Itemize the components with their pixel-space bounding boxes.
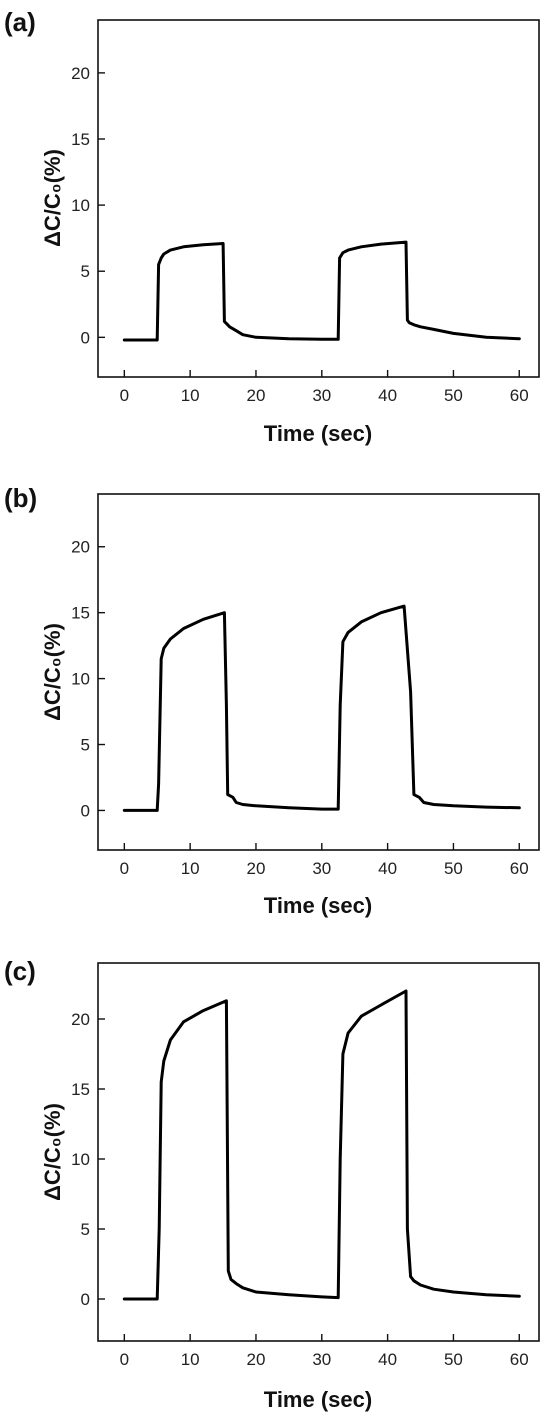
x-tick-label: 60 (510, 859, 529, 878)
x-tick-label: 20 (247, 386, 266, 405)
x-axis-title: Time (sec) (264, 893, 372, 918)
y-tick-label: 5 (81, 262, 90, 281)
y-tick-label: 10 (71, 1150, 90, 1169)
panel-label: (c) (4, 956, 36, 986)
y-tick-label: 15 (71, 130, 90, 149)
x-tick-label: 40 (378, 1350, 397, 1369)
y-tick-label: 5 (81, 736, 90, 755)
y-tick-label: 0 (81, 801, 90, 820)
series-line (122, 604, 521, 812)
x-axis-ticks: 0 10 20 30 40 50 60 (120, 1334, 529, 1369)
x-tick-label: 50 (444, 386, 463, 405)
x-tick-label: 30 (312, 859, 331, 878)
y-tick-label: 0 (81, 328, 90, 347)
x-tick-label: 0 (120, 386, 129, 405)
y-tick-label: 5 (81, 1220, 90, 1239)
y-axis-ticks: 0 5 10 15 20 (71, 64, 105, 347)
y-tick-label: 10 (71, 670, 90, 689)
x-tick-label: 0 (120, 859, 129, 878)
panel-label: (b) (4, 483, 37, 513)
y-axis-ticks: 0 5 10 15 20 (71, 1010, 105, 1309)
panel-label: (a) (4, 7, 36, 37)
x-axis-ticks: 0 10 20 30 40 50 60 (120, 370, 529, 405)
x-tick-label: 60 (510, 1350, 529, 1369)
plot-frame (97, 962, 540, 1342)
panel-b: (b) 0 5 10 15 20 0 10 20 30 40 50 60 Time (sec) ΔC… (4, 483, 540, 918)
panel-c: (c) 0 5 10 15 20 0 10 20 30 40 50 60 Time (sec) ΔC… (4, 956, 540, 1412)
plot-frame (97, 19, 540, 378)
x-tick-label: 20 (247, 859, 266, 878)
y-tick-label: 15 (71, 1080, 90, 1099)
x-tick-label: 50 (444, 859, 463, 878)
y-axis-title: ΔC/C₀(%) (40, 623, 65, 721)
series-line (122, 989, 521, 1301)
x-axis-title: Time (sec) (264, 1387, 372, 1412)
x-tick-label: 50 (444, 1350, 463, 1369)
y-tick-label: 20 (71, 1010, 90, 1029)
x-tick-label: 10 (181, 859, 200, 878)
series-line (122, 240, 521, 342)
y-axis-title: ΔC/C₀(%) (40, 149, 65, 247)
y-tick-label: 20 (71, 64, 90, 83)
x-tick-label: 30 (312, 1350, 331, 1369)
x-tick-label: 40 (378, 386, 397, 405)
x-tick-label: 0 (120, 1350, 129, 1369)
y-tick-label: 0 (81, 1290, 90, 1309)
x-axis-title: Time (sec) (264, 421, 372, 446)
y-tick-label: 15 (71, 604, 90, 623)
x-tick-label: 40 (378, 859, 397, 878)
plot-frame (97, 493, 540, 851)
x-tick-label: 10 (181, 1350, 200, 1369)
x-tick-label: 20 (247, 1350, 266, 1369)
y-tick-label: 10 (71, 196, 90, 215)
y-tick-label: 20 (71, 538, 90, 557)
x-tick-label: 10 (181, 386, 200, 405)
panel-a: (a) 0 5 10 15 20 0 10 20 30 40 50 60 Time (sec) ΔC… (4, 7, 540, 446)
x-tick-label: 30 (312, 386, 331, 405)
y-axis-ticks: 0 5 10 15 20 (71, 538, 105, 820)
x-axis-ticks: 0 10 20 30 40 50 60 (120, 843, 529, 878)
y-axis-title: ΔC/C₀(%) (40, 1103, 65, 1201)
x-tick-label: 60 (510, 386, 529, 405)
